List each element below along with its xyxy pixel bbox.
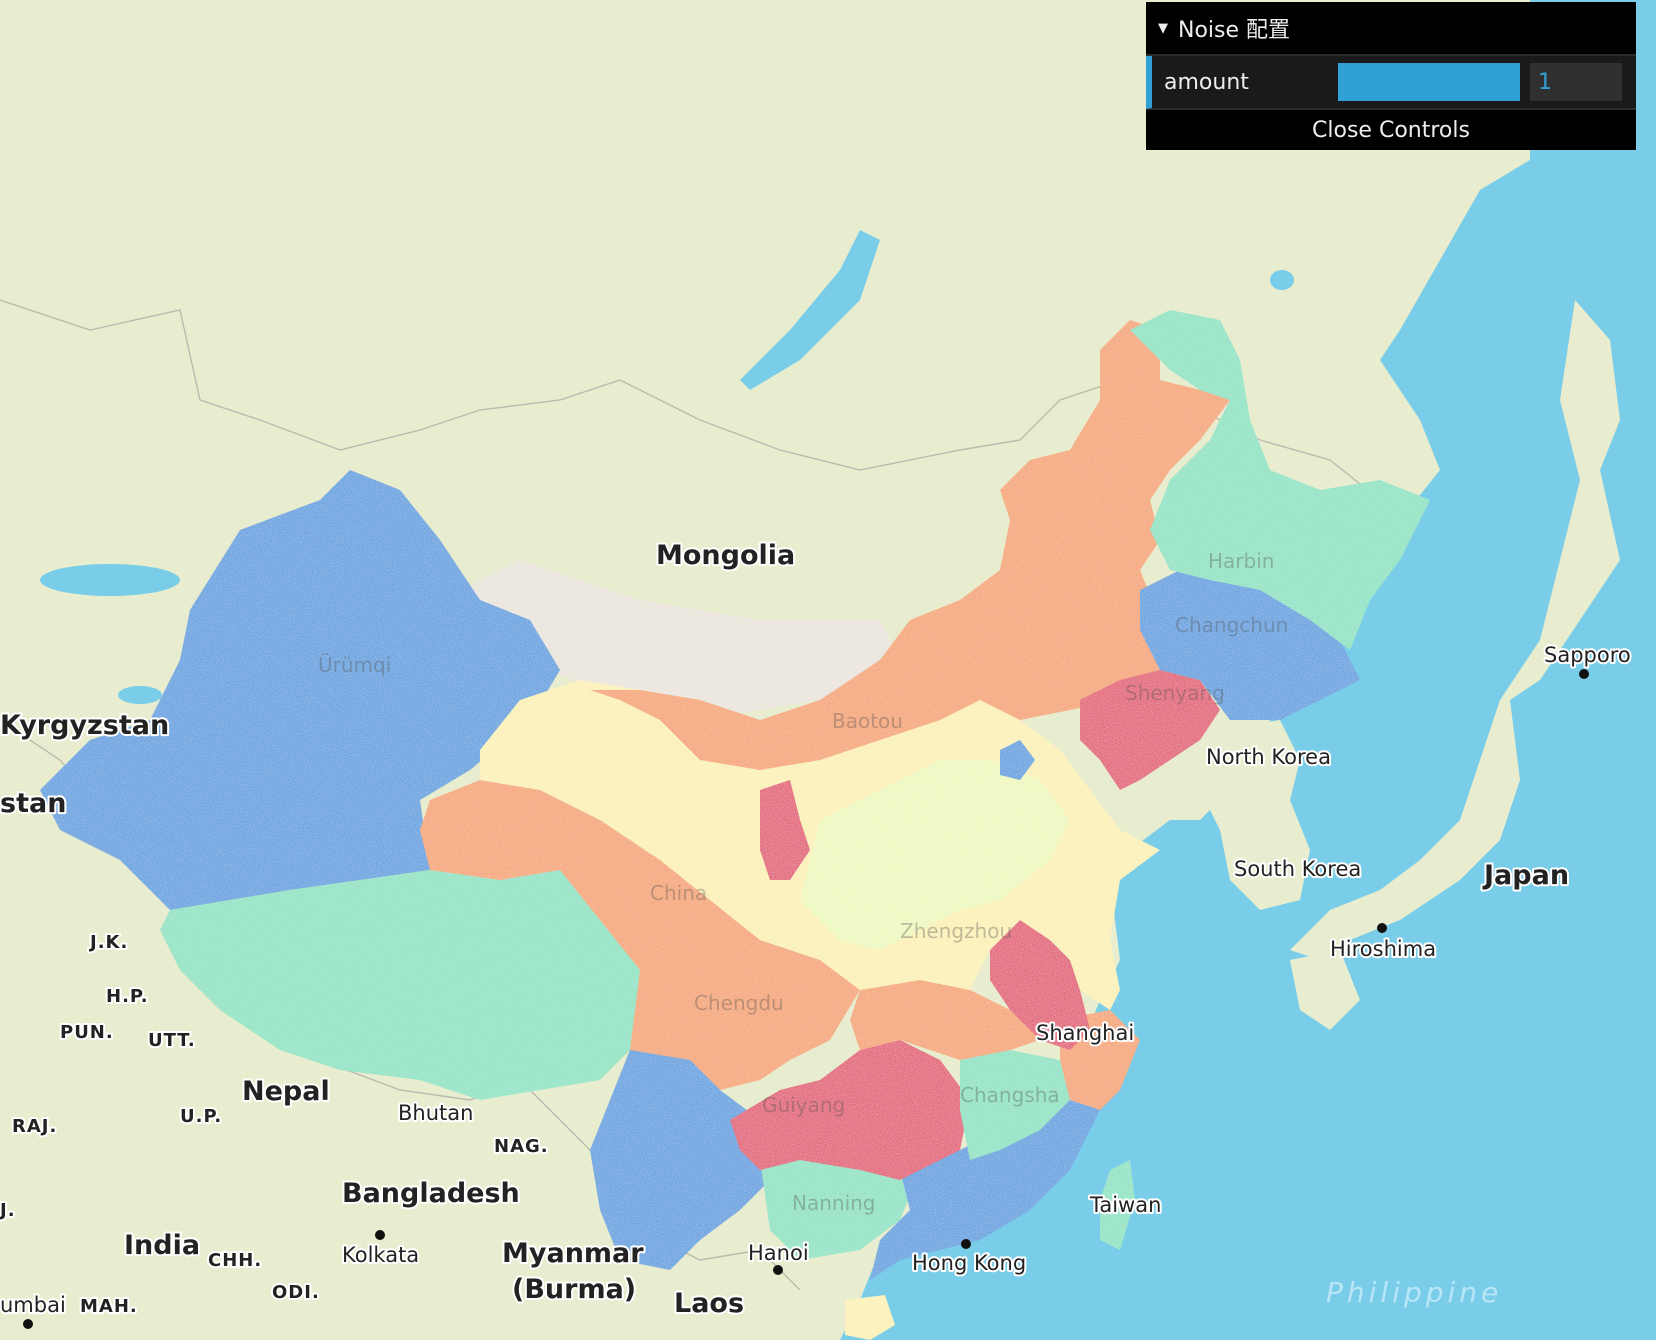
ghost-label: Harbin — [1208, 549, 1274, 573]
hainan — [845, 1295, 895, 1340]
ghost-label: Shenyang — [1125, 681, 1225, 705]
country-label: Nepal — [242, 1076, 330, 1107]
region-tibet — [160, 870, 640, 1100]
state-label: H.P. — [106, 986, 149, 1007]
country-label: North Korea — [1206, 745, 1331, 769]
country-label: Laos — [674, 1288, 744, 1319]
country-label: Japan — [1482, 860, 1569, 891]
state-label: PUN. — [60, 1022, 114, 1043]
taiwan — [1100, 1160, 1135, 1250]
state-labels: J.K. H.P. PUN. UTT. RAJ. U.P. NAG. CHH. … — [0, 930, 550, 1319]
region-guangdong — [870, 1080, 1100, 1280]
region-heilongjiang — [1130, 310, 1430, 650]
region-guizhou-hunan — [730, 1040, 970, 1180]
country-label: South Korea — [1234, 857, 1361, 881]
controls-panel: ▼ Noise 配置 amount 1 Close Controls — [1146, 2, 1636, 150]
city-label: Hanoi — [748, 1241, 809, 1265]
lake-khanka — [1270, 270, 1294, 290]
region-xinjiang — [40, 470, 560, 910]
city-label: Sapporo — [1544, 643, 1631, 667]
lake-issyk — [118, 686, 162, 704]
ghost-label: China — [650, 881, 707, 905]
state-label: NAG. — [494, 1136, 549, 1157]
region-anhui — [990, 920, 1090, 1050]
country-labels: Mongolia Kyrgyzstan stan Nepal Bhutan Ba… — [0, 538, 1571, 1321]
japan-south — [1290, 950, 1360, 1030]
sea-label: Philippine — [1326, 1276, 1502, 1309]
state-label: UTT. — [148, 1030, 196, 1051]
ghost-label: Baotou — [832, 709, 903, 733]
folder-header[interactable]: ▼ Noise 配置 — [1146, 2, 1636, 56]
city-labels: Sapporo Hiroshima Kolkata Hanoi Hong Kon… — [0, 641, 1633, 1319]
state-label: J.K. — [88, 932, 128, 953]
state-label: J. — [0, 1200, 16, 1221]
amount-control-row: amount 1 — [1146, 56, 1636, 109]
city-label: Hiroshima — [1330, 937, 1436, 961]
region-yunnan — [590, 1050, 780, 1270]
region-beijing — [1000, 740, 1035, 780]
city-label: Kolkata — [342, 1243, 419, 1267]
state-label: U.P. — [180, 1106, 222, 1127]
region-hebei — [800, 760, 1070, 950]
gobi — [440, 560, 900, 720]
lake-balkhash — [40, 564, 180, 596]
amount-label: amount — [1164, 69, 1249, 95]
ghost-label: Changsha — [960, 1083, 1060, 1107]
country-label: Mongolia — [656, 540, 795, 571]
close-controls-button[interactable]: Close Controls — [1146, 109, 1636, 150]
ghost-label: Chengdu — [694, 991, 784, 1015]
region-guangxi — [760, 1150, 920, 1260]
country-label: Kyrgyzstan — [0, 710, 169, 741]
ghost-labels: Ürümqi Harbin Changchun Shenyang Baotou … — [318, 549, 1288, 1215]
ghost-label: Zhengzhou — [900, 919, 1012, 943]
amount-input[interactable]: 1 — [1530, 63, 1622, 101]
country-label: stan — [0, 788, 66, 819]
region-jiangxi — [960, 1050, 1070, 1160]
folder-title: Noise 配置 — [1178, 18, 1291, 43]
city-label: Taiwan — [1089, 1193, 1161, 1217]
region-liaoning — [1080, 670, 1220, 790]
caret-down-icon[interactable]: ▼ — [1158, 20, 1168, 36]
ghost-label: Ürümqi — [318, 653, 391, 677]
ghost-label: Guiyang — [762, 1093, 845, 1117]
ghost-label: Nanning — [792, 1191, 876, 1215]
country-label: Myanmar — [502, 1238, 644, 1269]
region-jilin — [1140, 570, 1360, 720]
country-label: (Burma) — [512, 1274, 636, 1305]
korea — [1200, 720, 1310, 910]
city-dots — [23, 669, 1589, 1329]
city-label: umbai — [0, 1293, 66, 1317]
lake-baikal — [740, 230, 880, 390]
region-qinghai-sichuan — [420, 780, 860, 1150]
ghost-label: Changchun — [1175, 613, 1288, 637]
amount-slider-fill — [1338, 63, 1520, 101]
country-label: Bangladesh — [342, 1178, 520, 1209]
state-label: MAH. — [80, 1296, 138, 1317]
amount-slider[interactable] — [1338, 63, 1520, 101]
city-label: Hong Kong — [912, 1251, 1026, 1275]
state-label: CHH. — [208, 1250, 262, 1271]
region-inner-mongolia — [590, 320, 1230, 770]
region-ningxia — [760, 780, 810, 880]
country-label: Bhutan — [398, 1101, 473, 1125]
japan — [1290, 300, 1620, 960]
region-hubei — [850, 980, 1040, 1060]
state-label: ODI. — [272, 1282, 320, 1303]
state-label: RAJ. — [12, 1116, 57, 1137]
city-label: Shanghai — [1036, 1021, 1134, 1045]
country-label: India — [124, 1230, 200, 1261]
